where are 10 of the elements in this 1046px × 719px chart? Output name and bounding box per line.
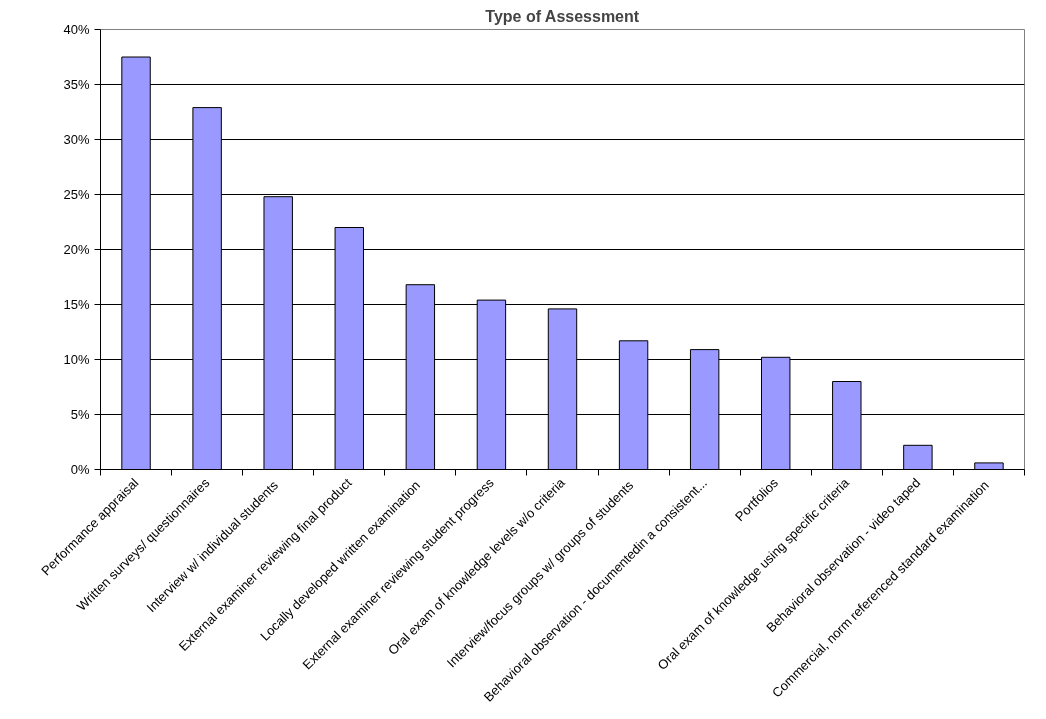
y-tick-label: 40% [63, 22, 90, 37]
y-tick-label: 15% [63, 297, 90, 312]
chart-title: Type of Assessment [485, 7, 640, 25]
y-tick-label: 0% [70, 462, 90, 477]
y-tick-label: 5% [70, 407, 90, 422]
y-tick-label: 20% [63, 242, 90, 257]
y-tick-label: 35% [63, 77, 90, 92]
y-tick-label: 10% [63, 352, 90, 367]
y-tick-label: 25% [63, 187, 90, 202]
y-tick-label: 30% [63, 132, 90, 147]
